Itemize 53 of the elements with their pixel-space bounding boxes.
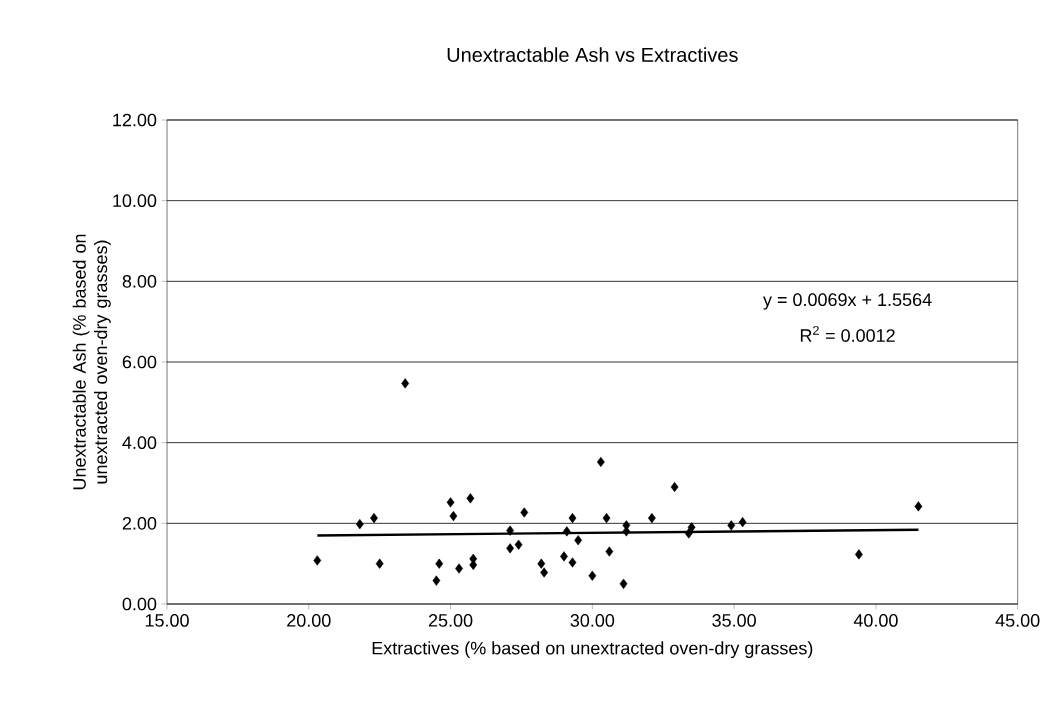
point [355,519,364,530]
y-tick-label: 2.00 [122,516,157,530]
point [466,493,475,504]
y-tick-label: 4.00 [122,436,157,450]
x-tick-label: 45.00 [995,614,1040,627]
point [562,526,571,537]
y-tick-label: 0.00 [122,597,157,611]
point [540,567,548,578]
x-tick-label: 40.00 [853,614,898,627]
point [568,513,577,524]
point [738,517,747,528]
y-tick-label: 12.00 [113,113,157,127]
point [560,551,568,562]
point [619,578,628,589]
point [520,507,529,518]
x-tick-label: 25.00 [428,614,473,627]
point [596,456,605,468]
point [313,555,322,566]
point [588,570,597,581]
point [602,513,611,524]
annotation: R$^{2}$ = 0.0012 [800,325,895,342]
point [514,539,523,550]
point [568,557,577,568]
chart-title: Unextractable Ash vs Extractives [447,47,738,62]
point [727,520,736,531]
point [605,546,614,557]
point [449,511,458,522]
x-axis-title: Extractives (% based on unextracted oven-dry grasses) [372,641,813,659]
point [469,553,478,564]
x-tick-label: 15.00 [145,614,189,627]
point [401,378,410,389]
point [375,558,384,569]
point [574,535,583,546]
point [506,525,514,536]
x-tick-label: 35.00 [712,614,756,627]
point [914,501,923,512]
point [855,549,863,560]
y-tick-label: 6.00 [122,355,157,369]
x-tick-label: 20.00 [287,614,331,627]
point [446,497,455,508]
point [435,558,444,569]
point [506,543,514,554]
annotation: y = 0.0069x + 1.5564 [763,293,932,310]
y-axis-title: Unextractable Ash (% based on unextracted oven-dry grasses) [72,234,111,490]
point [537,558,546,569]
y-tick-label: 8.00 [122,274,157,288]
point [455,563,463,574]
point [370,513,378,524]
point [648,513,656,524]
point [432,575,441,586]
x-tick-label: 30.00 [570,614,615,627]
point [670,481,679,493]
y-tick-label: 10.00 [113,194,157,208]
